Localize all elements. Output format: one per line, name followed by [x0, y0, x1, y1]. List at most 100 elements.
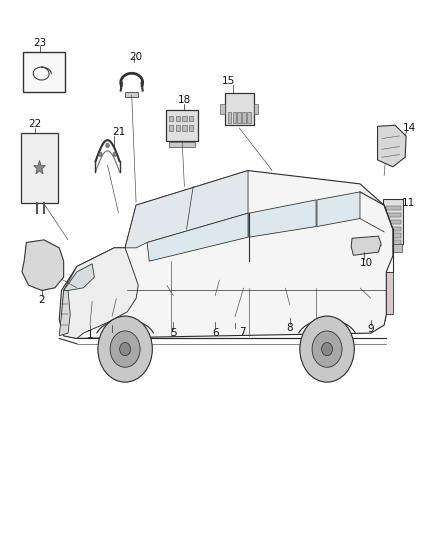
Polygon shape [125, 171, 247, 248]
Polygon shape [59, 171, 392, 338]
Bar [84, 307, 89, 317]
Circle shape [113, 152, 117, 156]
Bar [232, 112, 236, 123]
Bar [385, 220, 400, 224]
Text: 5: 5 [170, 328, 177, 338]
Bar [169, 116, 173, 121]
Text: 23: 23 [33, 38, 46, 47]
Bar [356, 298, 385, 320]
Bar [175, 125, 180, 131]
Bar [166, 110, 198, 141]
Bar [253, 104, 258, 114]
Circle shape [120, 343, 130, 356]
Bar [182, 125, 186, 131]
Bar [242, 112, 245, 123]
Bar [213, 311, 216, 323]
Circle shape [98, 152, 102, 156]
Bar [35, 271, 53, 281]
Bar [169, 125, 173, 131]
Bar [182, 311, 185, 323]
Bar [202, 311, 206, 323]
Circle shape [321, 343, 332, 356]
Polygon shape [61, 248, 138, 338]
Circle shape [106, 143, 109, 148]
Bar [30, 182, 53, 191]
Bar [171, 311, 175, 323]
Polygon shape [385, 272, 392, 314]
Polygon shape [22, 240, 64, 290]
Bar [166, 311, 170, 323]
Bar [237, 112, 240, 123]
Bar [105, 317, 119, 325]
Bar [220, 104, 224, 114]
Bar [188, 116, 193, 121]
Bar [385, 206, 400, 210]
Polygon shape [147, 213, 247, 261]
Bar [231, 299, 235, 309]
Text: 1: 1 [86, 330, 93, 340]
Bar [161, 311, 164, 323]
Bar [30, 143, 53, 152]
Bar [208, 311, 211, 323]
Circle shape [299, 316, 353, 382]
Bar [91, 326, 98, 333]
Polygon shape [34, 160, 45, 174]
Bar [269, 305, 309, 319]
Bar [223, 311, 227, 323]
Bar [35, 255, 53, 268]
Text: 22: 22 [28, 119, 42, 128]
Text: 6: 6 [211, 328, 218, 338]
Polygon shape [64, 264, 94, 290]
Bar [99, 307, 105, 317]
Text: 8: 8 [286, 323, 293, 333]
Text: 2: 2 [38, 295, 45, 304]
Bar [76, 307, 81, 317]
Circle shape [110, 331, 140, 367]
Bar [230, 311, 239, 323]
Bar [385, 213, 400, 217]
Bar [182, 116, 186, 121]
Bar [73, 304, 106, 325]
Polygon shape [248, 200, 315, 237]
Bar [225, 93, 253, 125]
Circle shape [311, 331, 341, 367]
Bar [227, 112, 231, 123]
Bar [385, 227, 400, 231]
Bar [383, 199, 403, 244]
Circle shape [98, 316, 152, 382]
Bar [23, 52, 65, 92]
Text: 9: 9 [367, 325, 374, 334]
Bar [158, 294, 188, 325]
Polygon shape [316, 192, 359, 227]
Bar [385, 240, 400, 245]
Text: 21: 21 [112, 127, 125, 137]
Text: 14: 14 [402, 123, 415, 133]
Bar [297, 308, 305, 316]
Bar [188, 125, 193, 131]
Bar [372, 311, 381, 318]
Bar [360, 301, 370, 309]
Bar [175, 116, 180, 121]
Bar [92, 307, 97, 317]
Text: 15: 15 [221, 76, 234, 86]
Text: 18: 18 [177, 95, 191, 104]
Bar [360, 311, 370, 318]
Text: 20: 20 [129, 52, 142, 62]
Bar [169, 142, 195, 147]
Bar [152, 302, 157, 317]
Bar [372, 301, 381, 309]
Polygon shape [377, 125, 405, 167]
Bar [247, 112, 250, 123]
Polygon shape [350, 236, 380, 255]
Bar [285, 308, 293, 316]
Text: 11: 11 [401, 198, 414, 207]
Bar [200, 294, 230, 325]
Bar [177, 311, 180, 323]
Text: 3: 3 [108, 331, 115, 341]
Bar [273, 308, 281, 316]
Text: 10: 10 [359, 258, 372, 268]
Bar [21, 133, 58, 203]
Bar [218, 311, 222, 323]
Polygon shape [59, 290, 70, 336]
Bar [125, 92, 138, 97]
